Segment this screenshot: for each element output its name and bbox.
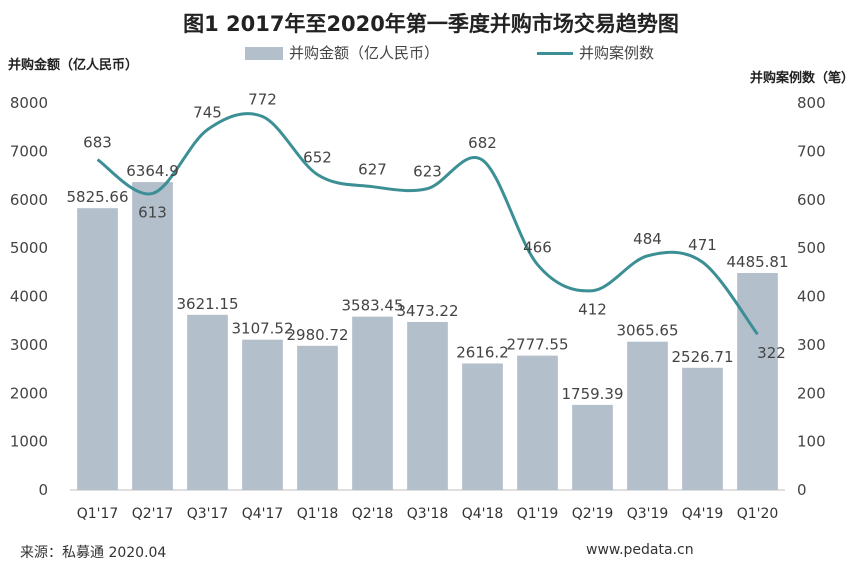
source-note: 来源：私募通 2020.04 xyxy=(20,545,167,561)
legend-item-deals: 并购案例数 xyxy=(537,42,654,63)
y-left-tick-label: 5000 xyxy=(10,239,48,257)
chart-title: 图1 2017年至2020年第一季度并购市场交易趋势图 xyxy=(183,12,679,36)
bar xyxy=(627,341,668,490)
y-axis-left-label: 并购金额（亿人民币） xyxy=(8,58,139,73)
y-right-tick-label: 700 xyxy=(797,142,826,160)
bar-value-label: 4485.81 xyxy=(726,253,788,271)
bar xyxy=(77,208,118,490)
bar-value-label: 1759.39 xyxy=(561,385,623,403)
legend-item-amount: 并购金额（亿人民币） xyxy=(245,42,439,63)
y-axis-right-label: 并购案例数（笔） xyxy=(749,71,854,86)
y-left-tick-label: 4000 xyxy=(10,288,48,306)
line-value-label: 466 xyxy=(523,239,552,257)
line-value-label: 745 xyxy=(193,104,222,122)
x-tick-label: Q4'17 xyxy=(242,506,284,522)
bar-value-label: 3621.15 xyxy=(176,295,238,313)
line-value-label: 322 xyxy=(757,344,786,362)
deals-line xyxy=(96,112,759,336)
line-value-label: 627 xyxy=(358,161,387,179)
x-tick-label: Q1'20 xyxy=(737,506,779,522)
bar xyxy=(407,321,448,490)
x-tick-label: Q4'18 xyxy=(462,506,504,522)
y-left-tick-label: 6000 xyxy=(10,191,48,209)
y-right-tick-label: 600 xyxy=(797,191,826,209)
legend-line-label: 并购案例数 xyxy=(579,44,655,62)
bar-value-label: 2980.72 xyxy=(286,326,348,344)
bar-value-label: 5825.66 xyxy=(66,188,128,206)
x-tick-label: Q2'18 xyxy=(352,506,394,522)
bar-value-label: 6364.9 xyxy=(126,162,179,180)
bar-value-label: 2777.55 xyxy=(506,336,568,354)
y-right-tick-label: 500 xyxy=(797,239,826,257)
y-left-tick-label: 3000 xyxy=(10,336,48,354)
x-tick-label: Q4'19 xyxy=(682,506,724,522)
bar xyxy=(242,339,283,490)
bar xyxy=(187,314,228,490)
x-tick-label: Q1'17 xyxy=(77,506,119,522)
bar-value-label: 3065.65 xyxy=(616,322,678,340)
site-url: www.pedata.cn xyxy=(586,542,694,558)
bar-value-label: 2526.71 xyxy=(671,348,733,366)
x-tick-label: Q1'18 xyxy=(297,506,339,522)
bar-value-label: 3473.22 xyxy=(396,302,458,320)
bar-value-label: 3107.52 xyxy=(231,320,293,338)
bar xyxy=(462,363,503,490)
line-value-label: 613 xyxy=(138,203,167,221)
y-right-tick-label: 800 xyxy=(797,94,826,112)
bar-value-label: 2616.2 xyxy=(456,343,509,361)
x-tick-label: Q1'19 xyxy=(517,506,559,522)
line-value-label: 412 xyxy=(578,301,607,319)
legend-line-swatch xyxy=(537,52,573,55)
line-value-label: 623 xyxy=(413,163,442,181)
y-right-tick-label: 100 xyxy=(797,433,826,451)
bar xyxy=(352,316,393,490)
y-left-tick-label: 2000 xyxy=(10,384,48,402)
legend-bar-label: 并购金额（亿人民币） xyxy=(289,44,440,62)
x-tick-label: Q2'17 xyxy=(132,506,174,522)
line-value-label: 683 xyxy=(83,134,112,152)
x-tick-label: Q2'19 xyxy=(572,506,614,522)
x-tick-label: Q3'17 xyxy=(187,506,229,522)
y-right-tick-label: 200 xyxy=(797,384,826,402)
y-left-tick-label: 0 xyxy=(38,481,48,499)
bar xyxy=(517,355,558,490)
y-left-tick-label: 1000 xyxy=(10,433,48,451)
line-value-label: 484 xyxy=(633,230,662,248)
y-right-tick-label: 0 xyxy=(797,481,807,499)
x-tick-label: Q3'18 xyxy=(407,506,449,522)
line-value-label: 652 xyxy=(303,149,332,167)
y-left-tick-label: 8000 xyxy=(10,94,48,112)
bar-value-label: 3583.45 xyxy=(341,297,403,315)
line-value-label: 471 xyxy=(688,236,717,254)
y-right-tick-label: 300 xyxy=(797,336,826,354)
line-value-label: 682 xyxy=(468,134,497,152)
y-right-tick-label: 400 xyxy=(797,288,826,306)
bar xyxy=(572,404,613,490)
bar xyxy=(737,272,778,490)
line-value-label: 772 xyxy=(248,91,277,109)
legend-bar-swatch xyxy=(245,47,283,60)
bar xyxy=(132,182,173,490)
bar xyxy=(682,367,723,490)
y-left-tick-label: 7000 xyxy=(10,142,48,160)
bar xyxy=(297,345,338,490)
x-tick-label: Q3'19 xyxy=(627,506,669,522)
